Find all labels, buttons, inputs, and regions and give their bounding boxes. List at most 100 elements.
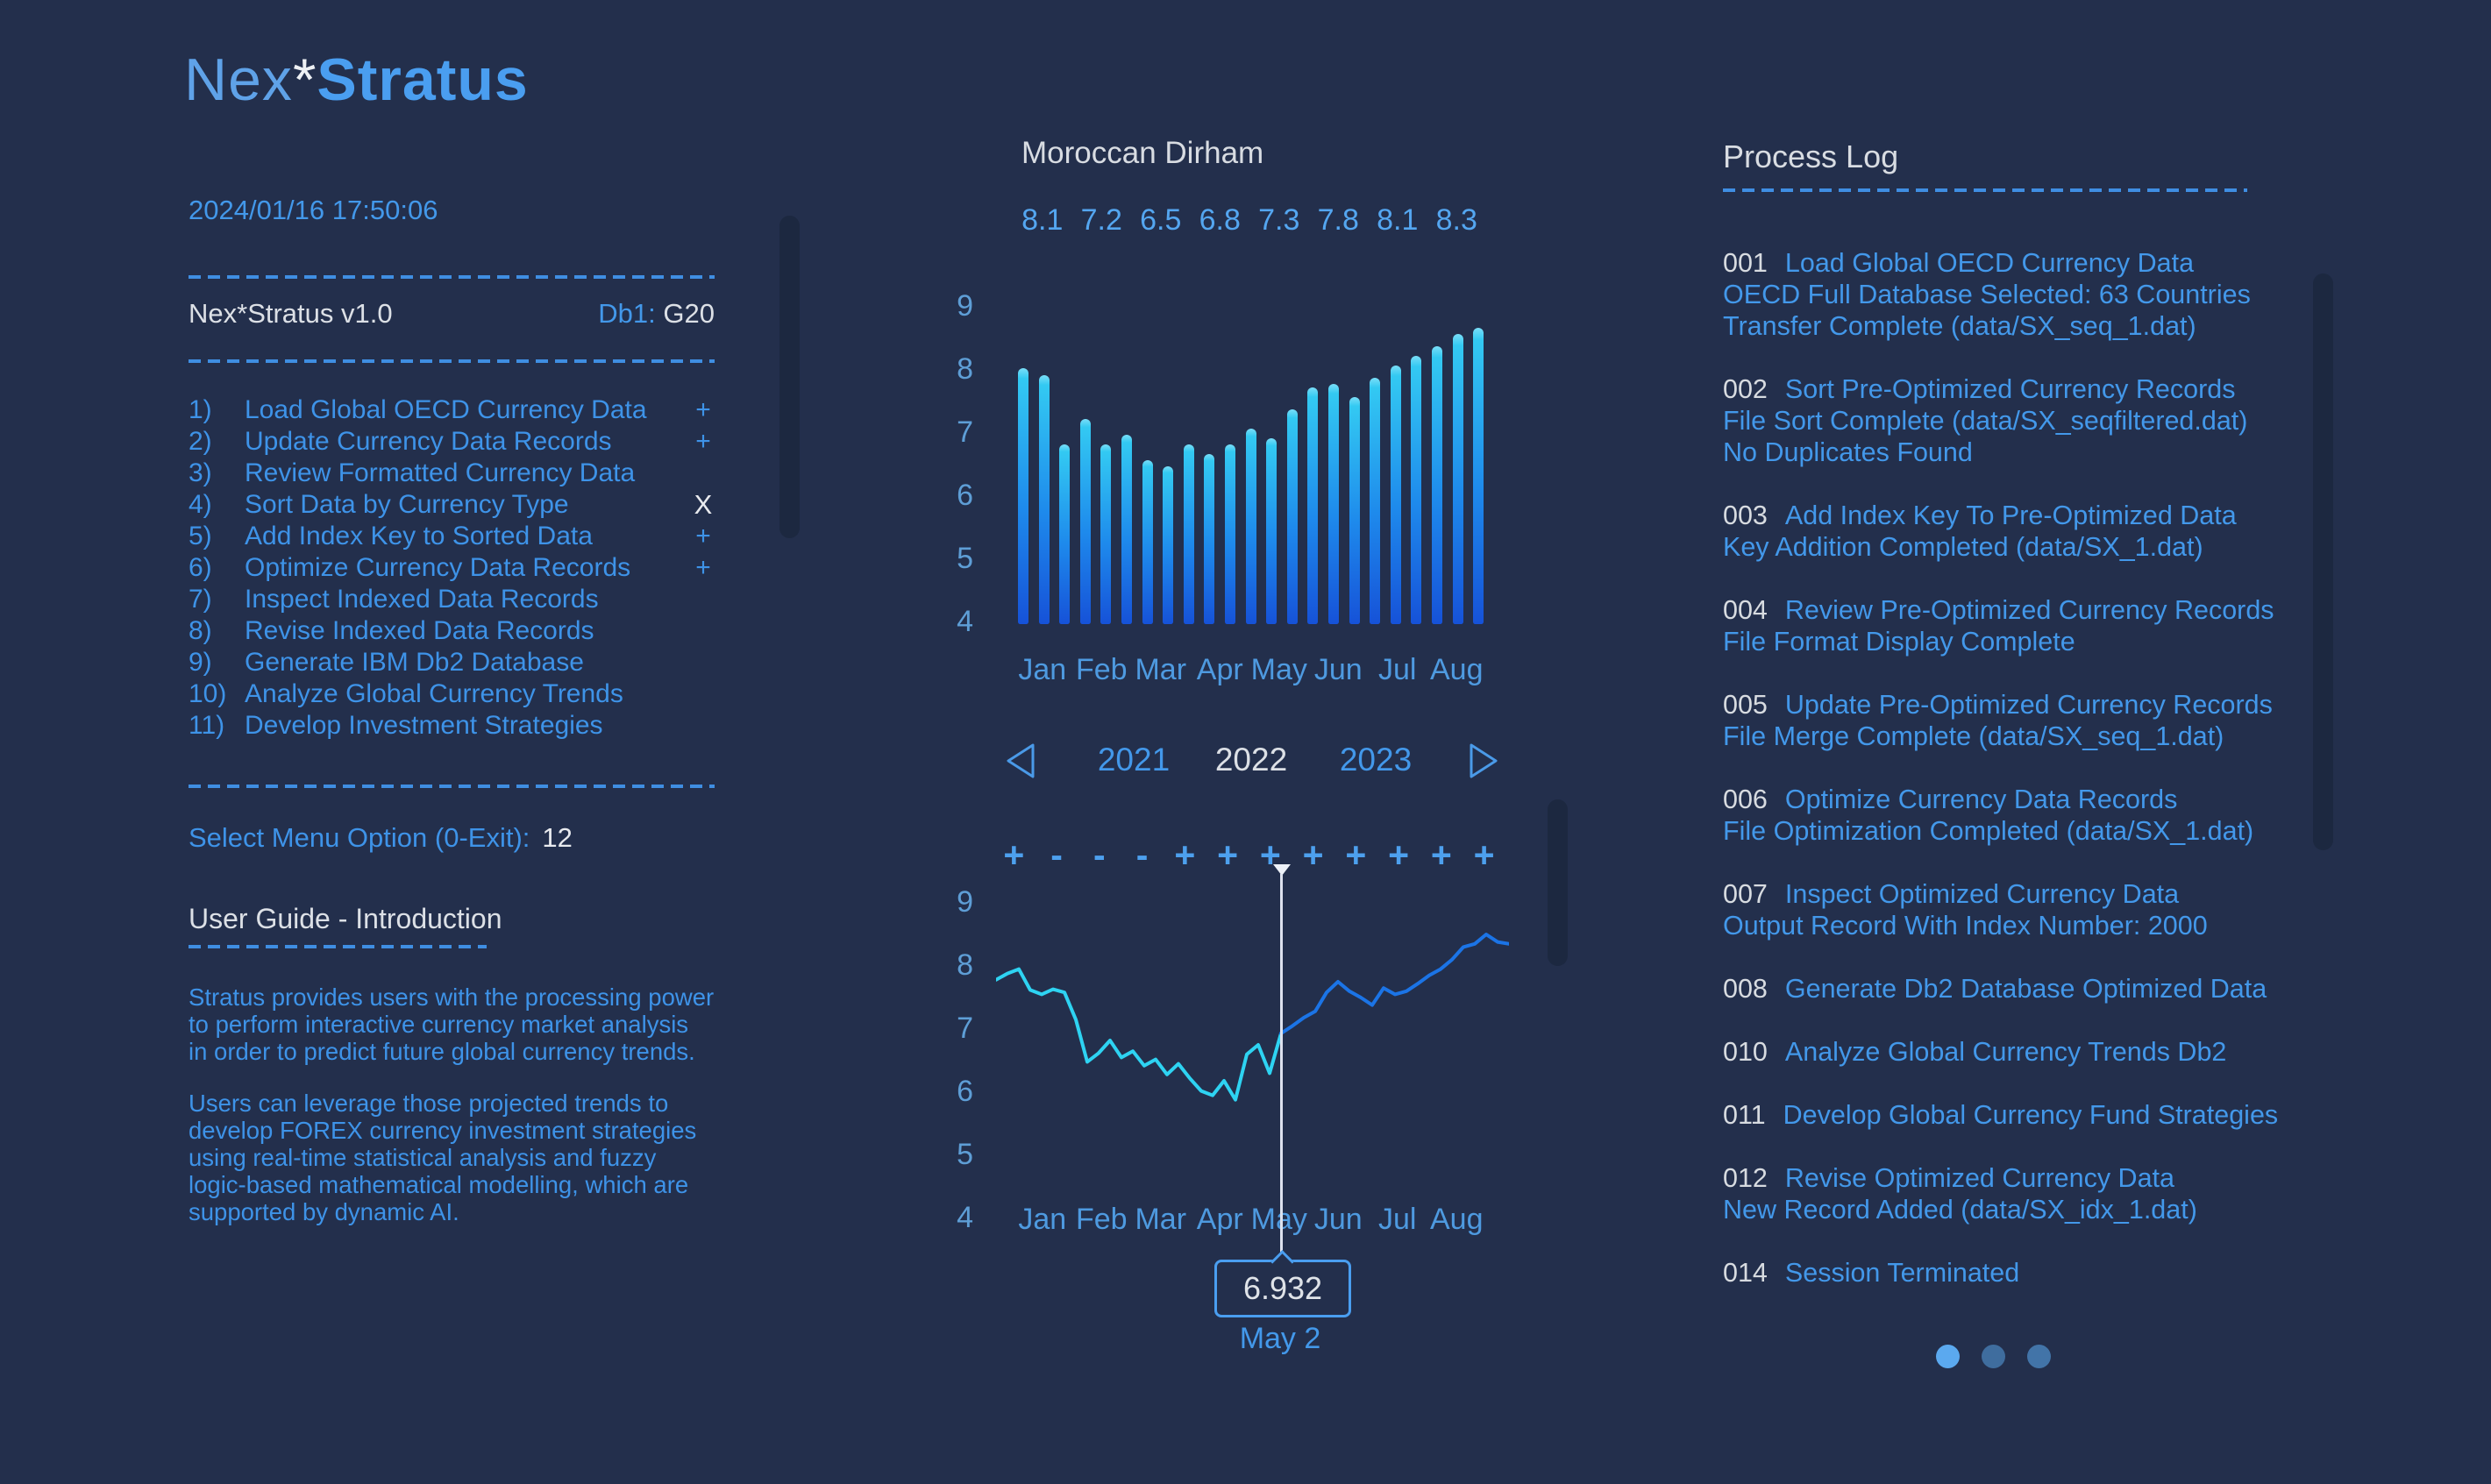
y-tick-label: 6 xyxy=(957,479,973,512)
menu-item-number: 11) xyxy=(189,711,225,740)
menu-item[interactable]: 3) Review Formatted Currency Data xyxy=(189,458,719,489)
left-scrollbar-thumb[interactable] xyxy=(779,216,800,538)
bar xyxy=(1370,378,1381,624)
bar xyxy=(1328,384,1339,624)
menu-option-input[interactable]: Select Menu Option (0-Exit): 12 xyxy=(189,822,573,854)
user-guide-paragraph-2: Users can leverage those projected trend… xyxy=(189,1090,696,1225)
pagination-dot-active[interactable] xyxy=(1936,1345,1960,1368)
menu-item[interactable]: 6) Optimize Currency Data Records + xyxy=(189,552,719,584)
pagination-dot[interactable] xyxy=(1982,1345,2005,1368)
bar xyxy=(1121,435,1132,624)
marker-date-label: May 2 xyxy=(1239,1322,1321,1355)
log-entry-title: Optimize Currency Data Records xyxy=(1784,785,2178,814)
year-tab-2021[interactable]: 2021 xyxy=(1097,742,1171,778)
month-toggle[interactable]: + xyxy=(1430,834,1452,875)
right-scrollbar-thumb[interactable] xyxy=(2313,273,2333,850)
guide-text-line: using real-time statistical analysis and… xyxy=(189,1144,657,1171)
menu-item-number: 4) xyxy=(189,490,212,519)
bar xyxy=(1307,387,1319,624)
year-tab-2022-selected[interactable]: 2022 xyxy=(1214,742,1288,778)
menu-item-status xyxy=(687,458,719,489)
log-entry-number: 004 xyxy=(1723,595,1768,625)
menu-item-status: X xyxy=(694,489,713,520)
bar xyxy=(1100,444,1112,624)
month-toggle[interactable]: + xyxy=(1388,834,1410,875)
month-label: Jan xyxy=(1018,653,1067,686)
version-label: Nex*Stratus v1.0 xyxy=(189,298,393,329)
log-entry-title: Load Global OECD Currency Data xyxy=(1784,248,2195,278)
log-entry: 006 Optimize Currency Data Records File Op… xyxy=(1723,784,2302,847)
month-toggle[interactable]: + xyxy=(1003,834,1025,875)
menu-item[interactable]: 5) Add Index Key to Sorted Data + xyxy=(189,521,719,552)
pagination-dot[interactable] xyxy=(2027,1345,2051,1368)
guide-text-line: to perform interactive currency market a… xyxy=(189,1011,689,1038)
monthly-value: 6.5 xyxy=(1140,203,1182,237)
log-entry-header: 003 Add Index Key To Pre-Optimized Data xyxy=(1723,500,2302,531)
marker-handle-icon[interactable] xyxy=(1273,864,1291,876)
previous-year-arrow-icon[interactable] xyxy=(1001,740,1040,782)
menu-item[interactable]: 9) Generate IBM Db2 Database xyxy=(189,647,719,678)
menu-item-label: Inspect Indexed Data Records xyxy=(245,585,599,614)
month-label: Mar xyxy=(1135,653,1187,686)
db-label: Db1: xyxy=(598,298,656,329)
y-tick-label: 7 xyxy=(957,415,973,449)
menu-item-label: Analyze Global Currency Trends xyxy=(245,679,623,708)
marker-scrub-line[interactable] xyxy=(1280,874,1283,1260)
month-toggle[interactable]: - xyxy=(1050,834,1063,875)
menu-item-label: Review Formatted Currency Data xyxy=(245,458,636,487)
menu-item-label: Update Currency Data Records xyxy=(245,427,612,456)
marker-value: 6.932 xyxy=(1242,1270,1323,1306)
month-toggle[interactable]: + xyxy=(1473,834,1495,875)
menu-item-number: 6) xyxy=(189,553,212,582)
log-entry-number: 012 xyxy=(1723,1163,1768,1193)
monthly-value: 7.3 xyxy=(1258,203,1300,237)
middle-scrollbar-thumb[interactable] xyxy=(1548,799,1568,966)
menu-item[interactable]: 8) Revise Indexed Data Records xyxy=(189,615,719,647)
log-entry: 004 Review Pre-Optimized Currency Records… xyxy=(1723,594,2302,657)
month-label: Apr xyxy=(1196,1203,1243,1236)
menu-item-status: + xyxy=(695,522,711,550)
month-toggle[interactable]: + xyxy=(1217,834,1239,875)
log-entry-header: 005 Update Pre-Optimized Currency Records xyxy=(1723,689,2302,721)
menu-item-status xyxy=(687,647,719,678)
separator-line xyxy=(189,359,715,363)
log-entry-detail: New Record Added (data/SX_idx_1.dat) xyxy=(1723,1195,2197,1225)
next-year-arrow-icon[interactable] xyxy=(1464,740,1503,782)
log-entry-title: Sort Pre-Optimized Currency Records xyxy=(1784,374,2236,404)
process-log-title: Process Log xyxy=(1723,138,1899,174)
menu-item[interactable]: 2) Update Currency Data Records + xyxy=(189,426,719,458)
bar xyxy=(1018,368,1028,624)
menu-item[interactable]: 10) Analyze Global Currency Trends xyxy=(189,678,719,710)
month-toggle[interactable]: + xyxy=(1174,834,1196,875)
menu-item[interactable]: 7) Inspect Indexed Data Records xyxy=(189,584,719,615)
bar xyxy=(1473,327,1484,624)
log-entry-header: 012 Revise Optimized Currency Data xyxy=(1723,1162,2302,1194)
log-entry-title: Session Terminated xyxy=(1784,1258,2020,1288)
month-toggle[interactable]: + xyxy=(1345,834,1367,875)
bar xyxy=(1411,356,1422,624)
log-entry: 011 Develop Global Currency Fund Strategi… xyxy=(1723,1099,2302,1131)
menu-item[interactable]: 11) Develop Investment Strategies xyxy=(189,710,719,742)
month-toggle[interactable]: + xyxy=(1302,834,1324,875)
month-toggle[interactable]: - xyxy=(1093,834,1106,875)
process-log-list: 001 Load Global OECD Currency Data OECD Fu… xyxy=(1723,247,2302,1320)
log-entry-title: Develop Global Currency Fund Strategies xyxy=(1783,1100,2279,1130)
menu-item[interactable]: 4) Sort Data by Currency Type X xyxy=(189,489,719,521)
menu-item-label: Sort Data by Currency Type xyxy=(245,490,569,519)
menu-item[interactable]: 1) Load Global OECD Currency Data + xyxy=(189,394,719,426)
bar xyxy=(1225,444,1235,624)
menu-item-status xyxy=(687,710,719,742)
menu-item-status: + xyxy=(695,395,711,424)
month-label: Jul xyxy=(1378,1203,1417,1236)
month-toggle[interactable]: - xyxy=(1135,834,1149,875)
year-tab-2023[interactable]: 2023 xyxy=(1339,742,1413,778)
main-menu: 1) Load Global OECD Currency Data +2) Updat… xyxy=(189,394,719,742)
log-entry-number: 011 xyxy=(1723,1100,1766,1130)
menu-item-label: Revise Indexed Data Records xyxy=(245,616,594,645)
menu-item-number: 3) xyxy=(189,458,212,487)
bar xyxy=(1204,453,1215,624)
monthly-value: 8.1 xyxy=(1377,203,1419,237)
bar xyxy=(1286,409,1298,624)
user-guide-heading: User Guide - Introduction xyxy=(189,903,502,934)
bar xyxy=(1432,346,1442,624)
